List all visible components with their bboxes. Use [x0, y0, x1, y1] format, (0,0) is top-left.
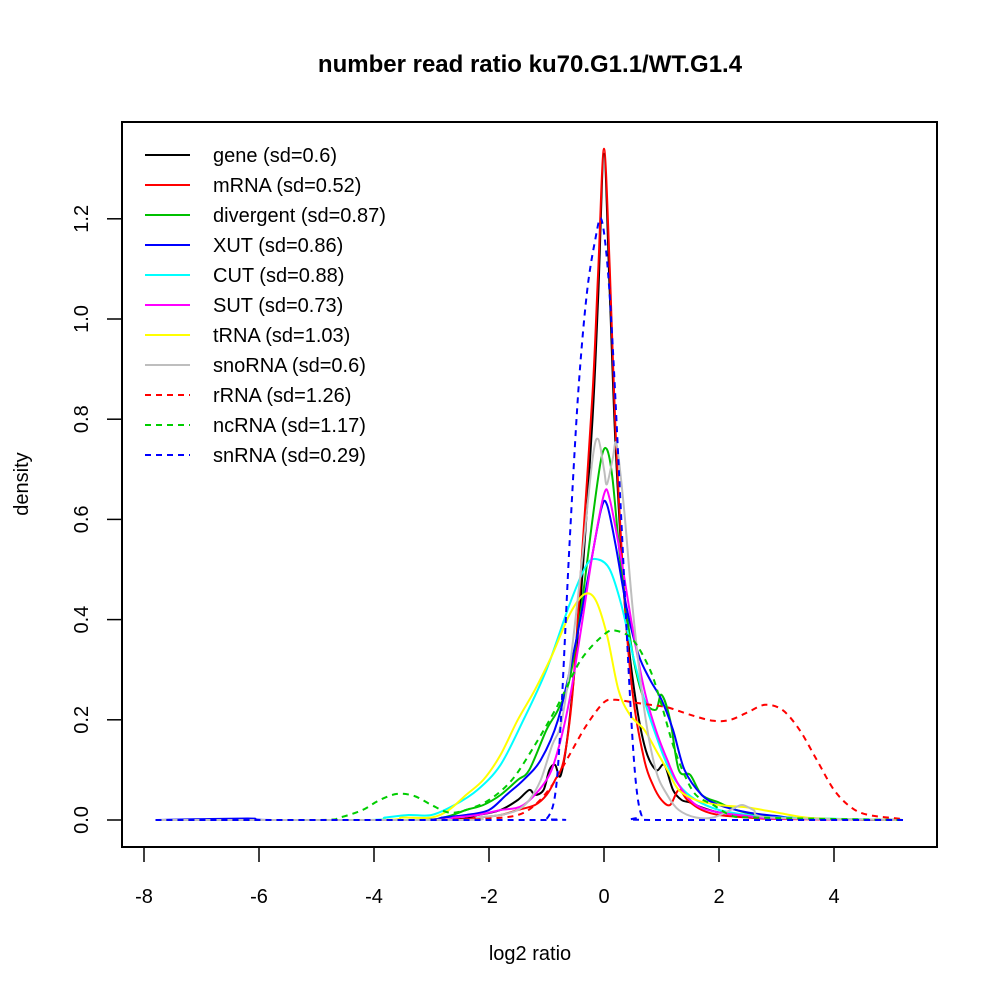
series-line-mrna [155, 147, 904, 822]
legend-label: SUT (sd=0.73) [213, 295, 343, 317]
legend-label: CUT (sd=0.88) [213, 265, 344, 287]
legend-item: divergent (sd=0.87) [145, 205, 386, 227]
plot-frame [121, 121, 938, 848]
series-layer [155, 147, 904, 822]
legend-label: divergent (sd=0.87) [213, 205, 386, 227]
y-tick-label: 0.6 [71, 505, 93, 533]
series-line-divergent [155, 446, 904, 821]
series-line-trna [155, 592, 904, 822]
legend-label: rRNA (sd=1.26) [213, 385, 351, 407]
legend-item: snoRNA (sd=0.6) [145, 355, 366, 377]
x-tick-label: 2 [713, 886, 724, 908]
y-axis-label: density [11, 452, 33, 515]
x-tick-label: 0 [598, 886, 609, 908]
x-tick-label: -4 [365, 886, 383, 908]
y-tick-label: 0.0 [71, 806, 93, 834]
x-tick-label: -8 [135, 886, 153, 908]
series-line-snrna [155, 217, 903, 822]
legend-label: snoRNA (sd=0.6) [213, 355, 366, 377]
y-tick-label: 0.8 [71, 405, 93, 433]
legend-label: snRNA (sd=0.29) [213, 445, 366, 467]
legend-item: gene (sd=0.6) [145, 145, 337, 167]
series-line-cut [155, 557, 904, 822]
x-tick-label: -6 [250, 886, 268, 908]
x-tick-label: 4 [828, 886, 839, 908]
series-line-ncrna [155, 629, 904, 822]
y-tick-label: 1.2 [71, 205, 93, 233]
y-tick-label: 0.4 [71, 606, 93, 634]
legend-item: snRNA (sd=0.29) [145, 445, 366, 467]
x-axis-label: log2 ratio [489, 943, 571, 965]
legend-item: SUT (sd=0.73) [145, 295, 343, 317]
legend-item: XUT (sd=0.86) [145, 235, 343, 257]
y-axis: 0.0 0.2 0.4 0.6 0.8 1.0 1.2 [71, 205, 123, 834]
legend-label: mRNA (sd=0.52) [213, 175, 361, 197]
series-line-rrna [155, 698, 904, 822]
series-line-snorna [155, 437, 904, 822]
legend-label: XUT (sd=0.86) [213, 235, 343, 257]
legend-item: mRNA (sd=0.52) [145, 175, 361, 197]
legend-label: tRNA (sd=1.03) [213, 325, 350, 347]
y-tick-label: 0.2 [71, 706, 93, 734]
x-axis: -8 -6 -4 -2 0 2 4 [135, 846, 840, 908]
legend-label: ncRNA (sd=1.17) [213, 415, 366, 437]
legend: gene (sd=0.6) mRNA (sd=0.52) divergent (sd… [145, 145, 386, 467]
legend-item: CUT (sd=0.88) [145, 265, 344, 287]
series-line-xut [155, 499, 904, 822]
legend-item: tRNA (sd=1.03) [145, 325, 350, 347]
x-tick-label: -2 [480, 886, 498, 908]
legend-item: rRNA (sd=1.26) [145, 385, 351, 407]
chart-title: number read ratio ku70.G1.1/WT.G1.4 [318, 51, 743, 78]
series-line-sut [155, 488, 904, 822]
y-tick-label: 1.0 [71, 305, 93, 333]
legend-label: gene (sd=0.6) [213, 145, 337, 167]
legend-item: ncRNA (sd=1.17) [145, 415, 366, 437]
